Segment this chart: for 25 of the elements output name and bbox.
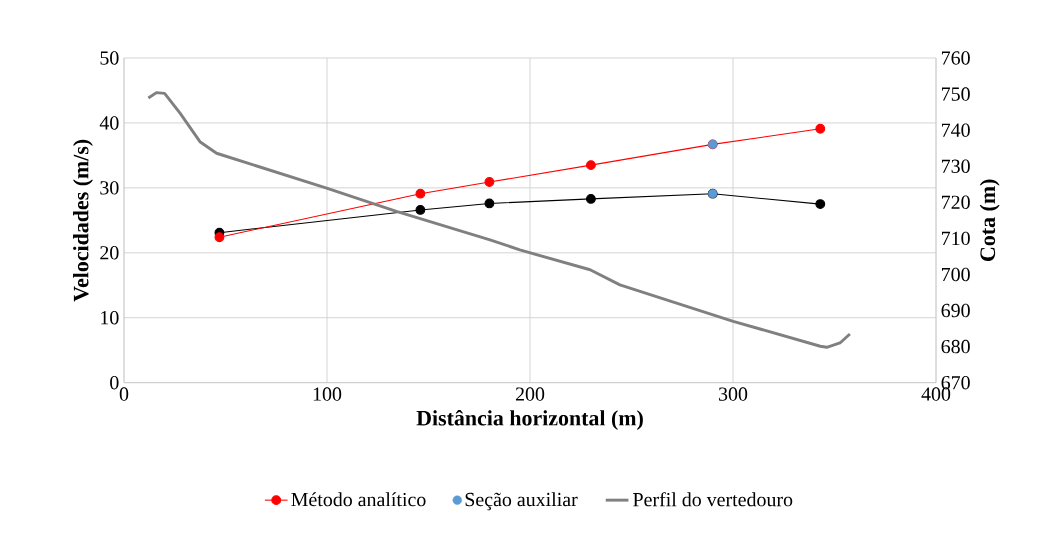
legend-label: Perfil do vertedouro	[633, 491, 793, 507]
y2-tick-label: 680	[941, 339, 970, 354]
x-tick-label: 200	[515, 387, 545, 401]
legend-label: Seção auxiliar	[465, 492, 578, 511]
y2-tick-label: 760	[942, 51, 970, 65]
x-axis-title: Distância horizontal (m)	[416, 409, 643, 430]
y2-axis-title: Cota (m)	[979, 179, 1000, 261]
y2-tick-label: 690	[941, 303, 970, 318]
x-tick-label: 300	[719, 387, 748, 401]
y-tick-label: 20	[100, 245, 119, 260]
y2-tick-label: 720	[942, 195, 970, 209]
y-tick-label: 50	[100, 51, 119, 65]
y-tick-label: 30	[100, 180, 119, 195]
y2-tick-label: 710	[942, 231, 970, 245]
y-axis-title: Velocidades (m/s)	[73, 139, 93, 302]
y2-tick-label: 700	[942, 267, 970, 281]
y2-tick-label: 750	[942, 87, 970, 101]
x-tick-label: 0	[119, 387, 129, 401]
y-tick-label: 10	[101, 310, 119, 325]
y-tick-label: 40	[99, 116, 119, 130]
legend-label: Método analítico	[291, 492, 426, 507]
y2-tick-label: 740	[942, 123, 970, 137]
y2-tick-label: 730	[942, 159, 970, 173]
y-tick-label: 0	[110, 375, 119, 390]
x-tick-label: 100	[313, 387, 342, 401]
